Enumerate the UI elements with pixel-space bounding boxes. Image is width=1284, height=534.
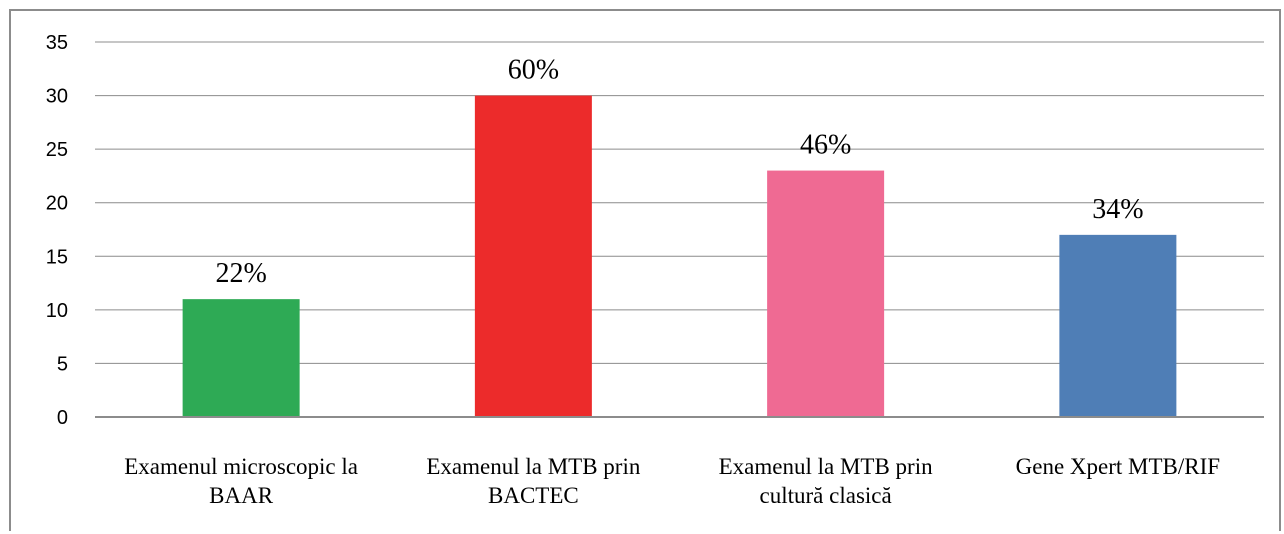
x-tick-label-1: Examenul microscopic la BAAR <box>124 454 358 508</box>
data-label-1: 22% <box>215 258 266 289</box>
y-tick-label-5: 5 <box>57 353 68 375</box>
data-label-4: 34% <box>1092 194 1143 225</box>
x-tick-label-2: Examenul la MTB prin BACTEC <box>426 454 640 508</box>
y-tick-label-0: 0 <box>57 407 68 429</box>
data-label-2: 60% <box>508 55 559 86</box>
y-tick-label-10: 10 <box>46 300 68 322</box>
x-axis-labels: Examenul microscopic la BAAR Examenul la M… <box>124 454 1220 508</box>
y-tick-label-15: 15 <box>46 246 68 268</box>
y-tick-label-30: 30 <box>46 86 68 108</box>
y-tick-label-20: 20 <box>46 193 68 215</box>
y-tick-label-25: 25 <box>46 139 68 161</box>
x-tick-label-3: Examenul la MTB prin cultură clasică <box>719 454 933 508</box>
data-label-3: 46% <box>800 130 851 161</box>
y-axis-ticks: 0 5 10 15 20 25 30 35 <box>46 32 68 429</box>
bar-1 <box>182 299 300 417</box>
bar-2 <box>474 95 592 418</box>
bars <box>182 95 1177 418</box>
bar-3 <box>767 170 885 417</box>
x-tick-label-4: Gene Xpert MTB/RIF <box>1016 454 1220 479</box>
bar-4 <box>1059 234 1177 417</box>
data-labels: 22% 60% 46% 34% <box>215 55 1143 290</box>
y-tick-label-35: 35 <box>46 32 68 54</box>
